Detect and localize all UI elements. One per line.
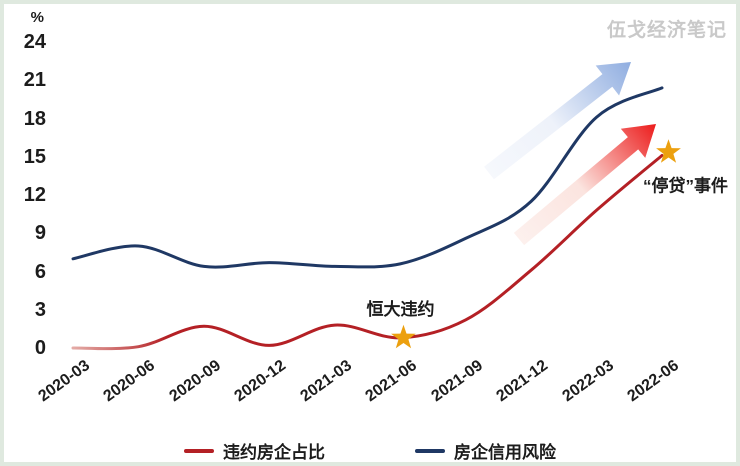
legend-line-swatch-red — [184, 448, 214, 453]
data-series-lines — [71, 86, 664, 351]
y-tick-label: 18 — [23, 107, 46, 130]
blue-trend-arrow — [484, 62, 632, 180]
legend-item-credit-risk: 房企信用风险 — [415, 438, 556, 463]
star-marker — [391, 324, 416, 349]
y-tick-label: 0 — [34, 337, 46, 359]
trend-arrows — [484, 62, 657, 246]
legend-line-swatch-blue — [415, 448, 445, 453]
series-line-1 — [71, 86, 664, 269]
event-star-markers — [391, 139, 681, 349]
series-line-0 — [71, 154, 664, 351]
legend-label-blue-series: 房企信用风险 — [454, 443, 556, 462]
star-marker — [656, 139, 681, 163]
y-tick-label: 3 — [34, 298, 46, 321]
legend-item-default-ratio: 违约房企占比 — [184, 438, 325, 463]
y-tick-label: 21 — [23, 69, 46, 92]
legend-label-red-series: 违约房企占比 — [223, 443, 325, 462]
y-axis-unit-label: % — [30, 9, 44, 26]
legend: 违约房企占比 房企信用风险 — [0, 438, 740, 463]
y-tick-label: 15 — [23, 145, 46, 168]
y-tick-label: 12 — [23, 184, 46, 206]
red-trend-arrow — [513, 124, 657, 246]
watermark-text: 伍戈经济笔记 — [606, 20, 727, 41]
y-tick-label: 24 — [23, 31, 46, 53]
annotation-label: 恒大违约 — [366, 299, 434, 319]
y-tick-label: 6 — [34, 260, 46, 283]
event-annotations: 恒大违约 “停贷”事件 — [366, 175, 728, 319]
y-tick-label: 9 — [34, 222, 46, 245]
annotation-label: “停贷”事件 — [643, 175, 728, 195]
